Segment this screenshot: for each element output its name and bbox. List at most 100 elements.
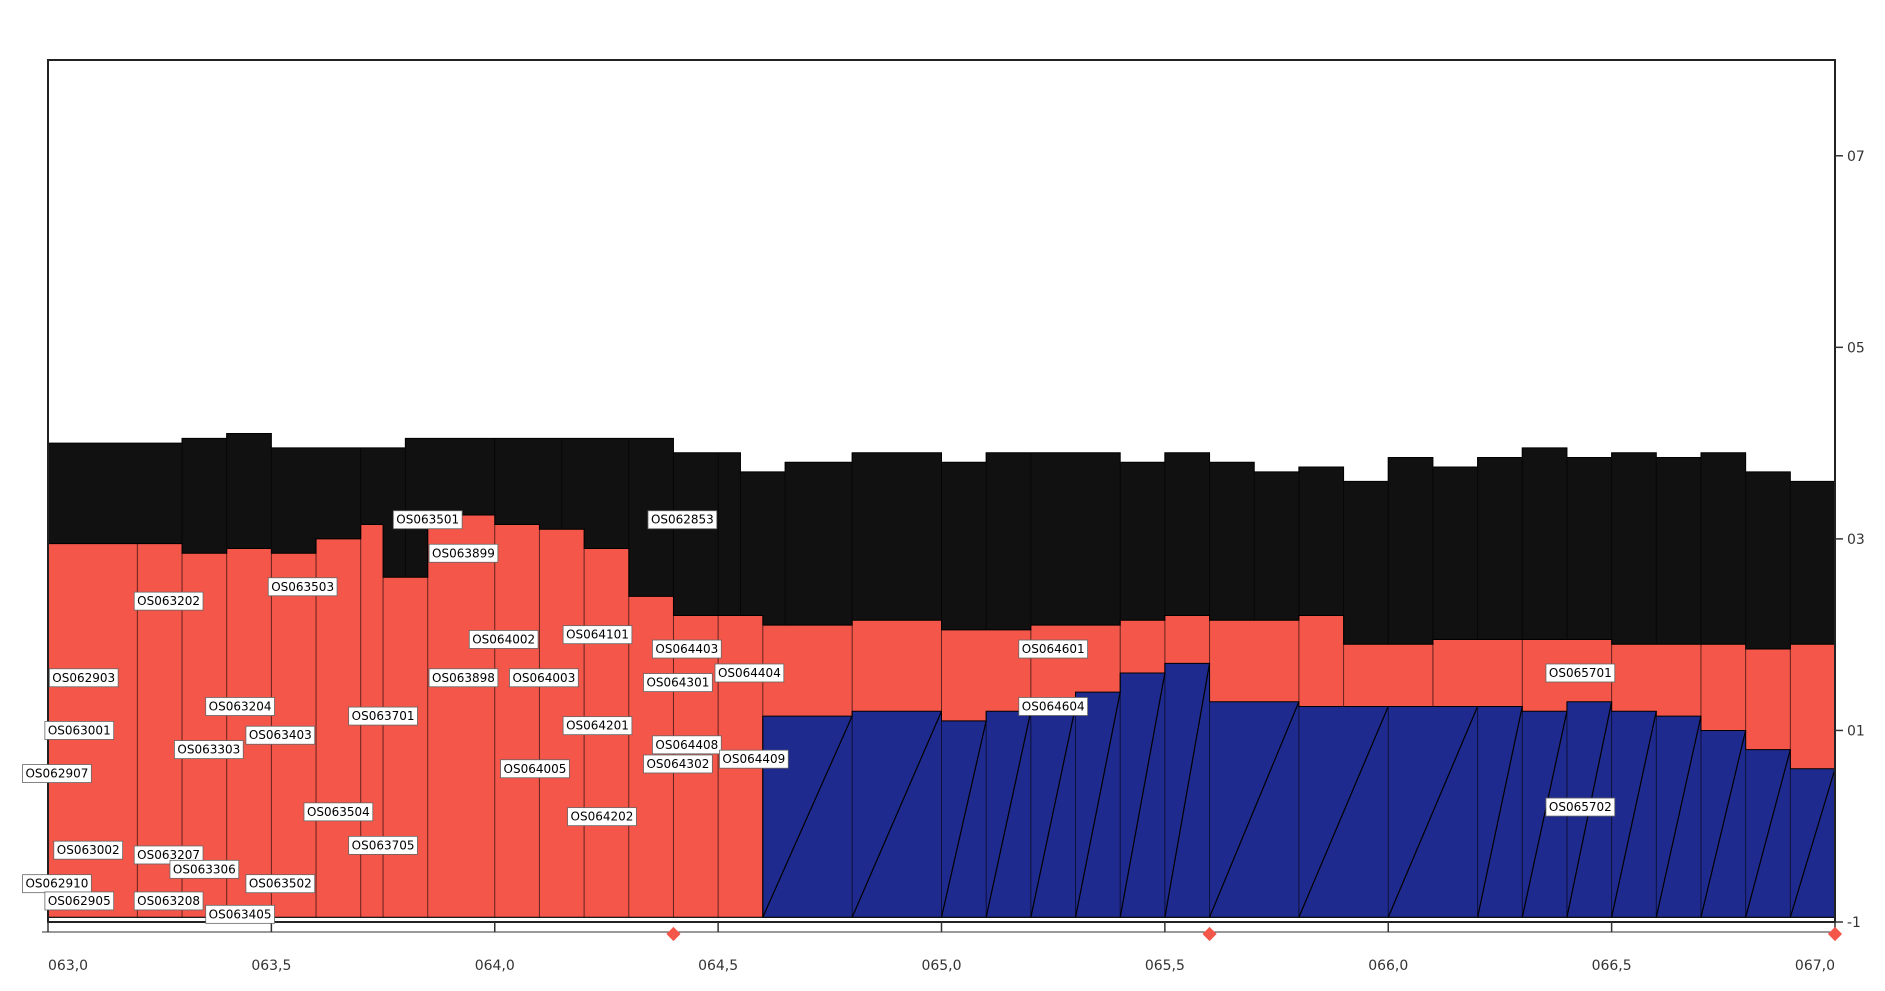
segment-label-box <box>53 840 124 860</box>
segment-label-box <box>1018 639 1088 659</box>
y-tick-label: 05 <box>1847 340 1865 356</box>
y-tick-label: -1 <box>1847 915 1861 931</box>
segment-label: OS065702 <box>1549 800 1612 814</box>
segment-label: OS064201 <box>566 719 629 733</box>
hatch-line <box>1789 768 1836 918</box>
segment-label-box <box>468 630 539 649</box>
segment-label: OS064302 <box>646 757 709 771</box>
segment-label-box <box>643 754 713 774</box>
segment-label-box <box>303 802 374 822</box>
segment-label: OS064202 <box>571 810 634 824</box>
segment-label-box <box>44 891 115 911</box>
segment-label: OS063306 <box>173 862 236 876</box>
segment-label: OS063208 <box>137 894 200 908</box>
hatch-line <box>1298 706 1389 918</box>
segment-label-box <box>428 668 499 688</box>
y-tick-label: 03 <box>1847 532 1865 548</box>
x-tick-label: 066,0 <box>1368 958 1408 974</box>
segment-label: OS064601 <box>1022 642 1085 656</box>
segment-label: OS063701 <box>352 709 415 723</box>
segment-label-box <box>348 706 418 726</box>
segment-label-box <box>719 749 789 769</box>
hatch-line <box>1387 706 1479 918</box>
segment-label: OS063898 <box>432 671 495 685</box>
y-tick-label: 07 <box>1847 149 1865 165</box>
y-tick-label: 01 <box>1847 723 1865 739</box>
x-tick-label: 066,5 <box>1592 958 1632 974</box>
segment-label-box <box>1018 697 1088 716</box>
hatch-line <box>1030 706 1077 918</box>
segment-label: OS065701 <box>1549 666 1612 680</box>
segment-label-box <box>500 759 570 779</box>
hatch-line <box>1655 715 1702 918</box>
segment-label: OS064003 <box>512 671 575 685</box>
segment-label: OS063002 <box>57 843 120 857</box>
marker-diamond <box>1202 926 1217 942</box>
segment-label-box <box>245 725 316 745</box>
hatch-line <box>1745 749 1791 918</box>
segment-label-box <box>428 543 499 563</box>
segment-label: OS064604 <box>1022 700 1085 714</box>
segment-label-box <box>652 639 722 659</box>
x-tick-label: 063,5 <box>251 958 291 974</box>
segment-label: OS064005 <box>504 762 567 776</box>
segment-label-box <box>348 835 418 855</box>
segment-label-box <box>562 625 633 645</box>
segment-label: OS063899 <box>432 546 495 560</box>
segment-label-box <box>22 764 92 783</box>
hatch-line <box>851 711 943 918</box>
segment-label-box <box>133 845 204 865</box>
x-tick-label: 065,0 <box>921 958 961 974</box>
hatch-line <box>940 720 987 918</box>
segment-label: OS063502 <box>249 877 312 891</box>
segment-label-box <box>169 859 240 879</box>
segment-label-box <box>647 510 718 530</box>
x-tick-label: 064,0 <box>475 958 515 974</box>
segment-label: OS063504 <box>307 805 370 819</box>
y-axis: 07 05 03 01 -1 <box>1835 149 1865 931</box>
segment-label-box <box>133 891 204 911</box>
segment-label: OS062910 <box>25 877 88 891</box>
segment-label: OS064002 <box>472 632 535 646</box>
segment-label-box <box>1545 797 1616 817</box>
hatch-line <box>1611 711 1657 918</box>
marker-group <box>666 926 1843 942</box>
segment-label-box <box>1545 663 1616 683</box>
segment-label: OS063503 <box>271 580 334 594</box>
segment-label: OS064101 <box>566 628 629 642</box>
segment-label: OS064409 <box>722 752 785 766</box>
hatch-line <box>762 715 853 918</box>
segment-label: OS062907 <box>25 767 88 781</box>
layer-group <box>47 433 1836 918</box>
segment-label: OS063202 <box>137 594 200 608</box>
x-tick-label: 063,0 <box>48 958 88 974</box>
segment-label-box <box>245 874 316 894</box>
segment-label: OS064408 <box>655 738 718 752</box>
segment-label-box <box>562 716 633 736</box>
segment-label-box <box>48 668 119 688</box>
hatch-group <box>762 663 1836 918</box>
segment-label: OS064404 <box>718 666 781 680</box>
hatch-line <box>1208 701 1300 918</box>
segment-label-box <box>44 721 115 740</box>
segment-label-box <box>567 807 637 827</box>
segment-label-box <box>652 735 722 755</box>
segment-label-box <box>174 740 244 759</box>
hatch-line <box>1477 706 1523 918</box>
segment-label: OS063001 <box>48 723 111 737</box>
marker-diamond <box>666 926 681 942</box>
hatch-line <box>985 711 1032 918</box>
segment-label: OS063405 <box>209 907 272 921</box>
segment-label: OS064301 <box>646 676 709 690</box>
x-tick-label: 064,5 <box>698 958 738 974</box>
segment-label: OS063403 <box>249 728 312 742</box>
hatch-line <box>1700 730 1747 918</box>
segment-label: OS063303 <box>177 743 240 757</box>
segment-label: OS062903 <box>52 671 115 685</box>
x-tick-label: 067,0 <box>1795 958 1835 974</box>
segment-label: OS063705 <box>352 838 415 852</box>
segment-label: OS063204 <box>209 700 272 714</box>
segment-label-box <box>392 510 463 530</box>
segment-label-group: OS063501 OS063899 OS062853 OS063202 OS063503… <box>22 510 1616 924</box>
